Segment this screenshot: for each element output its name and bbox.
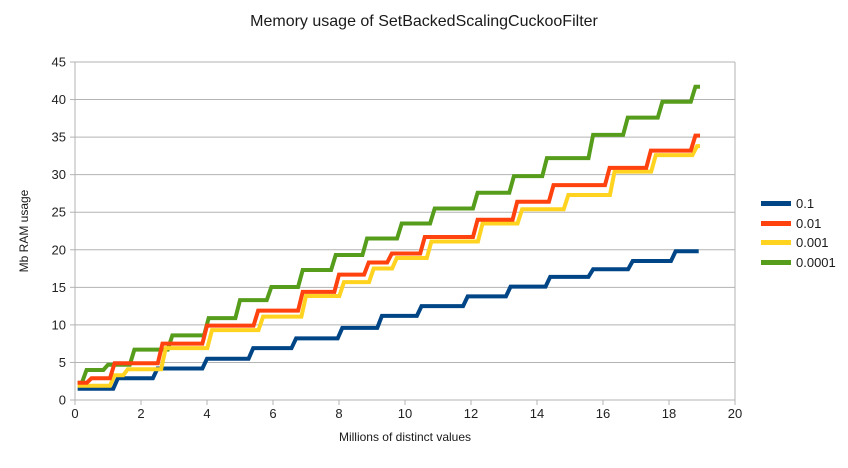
legend-item-0.001: 0.001: [761, 233, 836, 253]
legend-item-0.01: 0.01: [761, 214, 836, 234]
legend-label: 0.0001: [796, 254, 836, 270]
legend: 0.1 0.01 0.001 0.0001: [761, 194, 836, 272]
y-tick-label: 35: [52, 130, 66, 145]
series-line-0.0001: [77, 84, 701, 385]
legend-item-0.1: 0.1: [761, 194, 836, 214]
legend-item-0.0001: 0.0001: [761, 253, 836, 273]
y-axis-title: Mb RAM usage: [17, 189, 31, 273]
y-tick-label: 10: [52, 317, 66, 332]
x-tick-label: 20: [728, 406, 742, 421]
x-tick-label: 0: [71, 406, 78, 421]
y-tick-label: 15: [52, 280, 66, 295]
x-tick-label: 4: [203, 406, 210, 421]
y-tick-label: 0: [59, 393, 66, 408]
x-tick-label: 8: [335, 406, 342, 421]
legend-swatch: [761, 259, 791, 265]
y-tick-label: 40: [52, 92, 66, 107]
series-line-0.01: [77, 133, 701, 385]
y-tick-label: 20: [52, 242, 66, 257]
legend-swatch: [761, 220, 791, 226]
y-tick-label: 5: [59, 355, 66, 370]
y-tick-label: 30: [52, 167, 66, 182]
x-tick-label: 14: [530, 406, 544, 421]
legend-label: 0.01: [796, 215, 822, 231]
x-tick-label: 10: [398, 406, 412, 421]
series-line-0.001: [77, 144, 701, 388]
legend-label: 0.001: [796, 235, 829, 251]
y-tick-label: 25: [52, 205, 66, 220]
legend-swatch: [761, 240, 791, 246]
x-tick-label: 6: [269, 406, 276, 421]
x-axis-title: Millions of distinct values: [338, 430, 472, 444]
legend-label: 0.1: [796, 196, 815, 212]
y-tick-label: 45: [52, 55, 66, 70]
x-tick-label: 12: [464, 406, 478, 421]
chart-title: Memory usage of SetBackedScalingCuckooFi…: [250, 13, 598, 30]
x-tick-label: 2: [137, 406, 144, 421]
x-tick-label: 16: [596, 406, 610, 421]
x-tick-label: 18: [662, 406, 676, 421]
legend-swatch: [761, 201, 791, 207]
series-line-0.1: [77, 249, 699, 391]
